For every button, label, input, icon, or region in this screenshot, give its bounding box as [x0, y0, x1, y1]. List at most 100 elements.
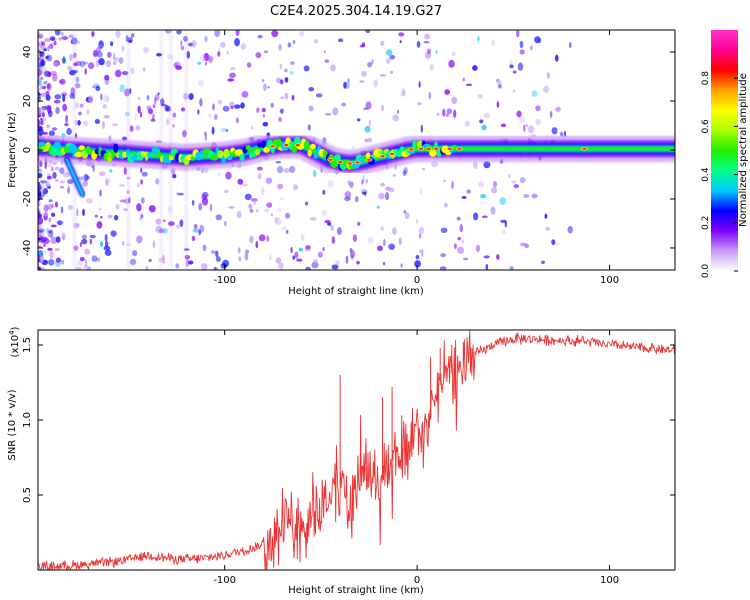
spectrogram-noise-cell: [286, 229, 289, 234]
spectrogram-noise-cell: [45, 104, 52, 110]
spectrogram-noise-cell: [59, 78, 66, 85]
spectrogram-noise-cell: [519, 40, 524, 49]
spectrogram-noise-cell: [118, 57, 124, 64]
spectrogram-noise-cell: [150, 118, 156, 122]
spectrogram-noise-cell: [215, 256, 221, 262]
spectrogram-noise-cell: [38, 216, 44, 225]
spectrogram-noise-cell: [324, 59, 330, 63]
spectrogram-noise-cell: [38, 211, 41, 218]
spectrogram-noise-cell: [496, 80, 502, 85]
spectrogram-noise-cell: [99, 189, 102, 197]
spectrogram-noise-cell: [75, 223, 81, 227]
spectrogram-noise-cell: [137, 96, 141, 101]
spectrogram-noise-cell: [513, 184, 519, 189]
spectrogram-noise-cell: [103, 245, 111, 251]
spectrogram-noise-cell: [274, 217, 282, 226]
spectrogram-noise-cell: [371, 59, 374, 65]
spectrogram-noise-cell: [60, 92, 68, 97]
spectrogram-noise-cell: [534, 36, 541, 44]
spectrogram-noise-cell: [136, 182, 140, 188]
spectrogram-noise-cell: [403, 209, 407, 214]
spectrogram-noise-cell: [49, 43, 54, 49]
spectrogram-noise-cell: [93, 49, 98, 58]
spectrogram-noise-cell: [473, 212, 479, 221]
spectrogram-noise-cell: [100, 215, 103, 219]
spectrogram-noise-cell: [89, 238, 93, 245]
spectrogram-noise-cell: [440, 227, 448, 234]
spectrogram-noise-cell: [332, 107, 339, 116]
snr-y-scale: (x104): [8, 326, 21, 357]
spectrogram-x-tick-label: 100: [600, 275, 619, 286]
spectrogram-noise-cell: [62, 55, 66, 64]
spectrogram-noise-cell: [197, 61, 202, 65]
spectrogram-noise-cell: [59, 180, 65, 184]
spectrogram-noise-cell: [82, 234, 88, 240]
spectrogram-noise-cell: [112, 61, 117, 65]
spectrogram-noise-cell: [278, 43, 282, 51]
spectrogram-noise-cell: [462, 257, 469, 261]
spectrogram-noise-cell: [146, 94, 150, 101]
spectrogram-noise-cell: [303, 65, 310, 72]
spectrogram-noise-cell: [283, 167, 290, 174]
spectrogram-noise-cell: [363, 107, 368, 111]
spectrogram-noise-cell: [257, 34, 263, 39]
spectrogram-noise-cell: [41, 117, 47, 121]
spectrogram-noise-cell: [98, 207, 102, 211]
spectrogram-noise-cell: [69, 53, 73, 62]
spectrogram-noise-cell: [110, 230, 117, 237]
spectrogram-noise-cell: [175, 263, 180, 269]
ridge-blob: [50, 146, 58, 157]
spectrogram-noise-cell: [385, 58, 391, 64]
spectrogram-noise-cell: [147, 108, 154, 115]
spectrogram-noise-cell: [291, 94, 295, 101]
spectrogram-noise-cell: [307, 124, 311, 131]
spectrogram-noise-cell: [85, 198, 93, 204]
spectrogram-noise-cell: [46, 186, 51, 189]
spectrogram-noise-cell: [38, 79, 42, 86]
colorbar-tick-label: 0.4: [701, 167, 711, 182]
spectrogram-noise-cell: [199, 53, 207, 62]
spectrogram-noise-cell: [109, 41, 114, 47]
spectrogram-noise-cell: [47, 233, 51, 238]
spectrogram-noise-cell: [245, 249, 250, 254]
spectrogram-noise-cell: [202, 244, 207, 252]
spectrogram-noise-cell: [280, 197, 284, 201]
spectrogram-noise-cell: [39, 51, 43, 58]
spectrogram-noise-cell: [481, 215, 488, 219]
spectrogram-noise-cell: [217, 99, 223, 105]
spectrogram-noise-cell: [388, 187, 395, 193]
ridge-blob: [245, 145, 251, 151]
spectrogram-noise-cell: [512, 70, 517, 74]
spectrogram-noise-cell: [94, 118, 100, 124]
ridge-hot-spot: [355, 161, 360, 164]
spectrogram-noise-cell: [38, 232, 42, 238]
spectrogram-noise-cell: [315, 93, 323, 98]
spectrogram-y-tick-label: 40: [22, 46, 33, 59]
snr-y-ticks: 0.5 1.0 1.5: [22, 337, 675, 503]
spectrogram-noise-cell: [555, 54, 559, 62]
spectrogram-noise-cell: [523, 194, 530, 199]
spectrogram-noise-cell: [240, 43, 247, 50]
spectrogram-noise-cell: [40, 84, 44, 90]
spectrogram-noise-cell: [38, 57, 43, 60]
spectrogram-noise-cell: [473, 161, 478, 170]
ridge-hot-spot: [284, 144, 289, 147]
spectrogram-noise-cell: [136, 203, 142, 212]
spectrogram-noise-cell: [45, 90, 50, 96]
spectrogram-noise-cell: [104, 241, 109, 248]
spectrogram-noise-cell: [96, 50, 103, 58]
spectrogram-noise-cell: [132, 250, 138, 257]
spectrogram-noise-cell: [87, 62, 95, 70]
spectrogram-noise-cell: [104, 233, 108, 243]
spectrogram-noise-cell: [89, 234, 96, 239]
spectrogram-noise-cell: [520, 242, 527, 247]
spectrogram-noise-cell: [249, 235, 254, 244]
spectrogram-noise-cell: [313, 259, 319, 264]
spectrogram-noise-cell: [40, 117, 43, 121]
spectrogram-noise-cell: [262, 113, 266, 118]
spectrogram-noise-cell: [423, 40, 430, 44]
spectrogram-noise-cell: [38, 203, 41, 207]
spectrogram-noise-cell: [217, 50, 221, 57]
spectrogram-noise-cell: [192, 228, 200, 233]
spectrogram-noise-cell: [257, 173, 262, 180]
